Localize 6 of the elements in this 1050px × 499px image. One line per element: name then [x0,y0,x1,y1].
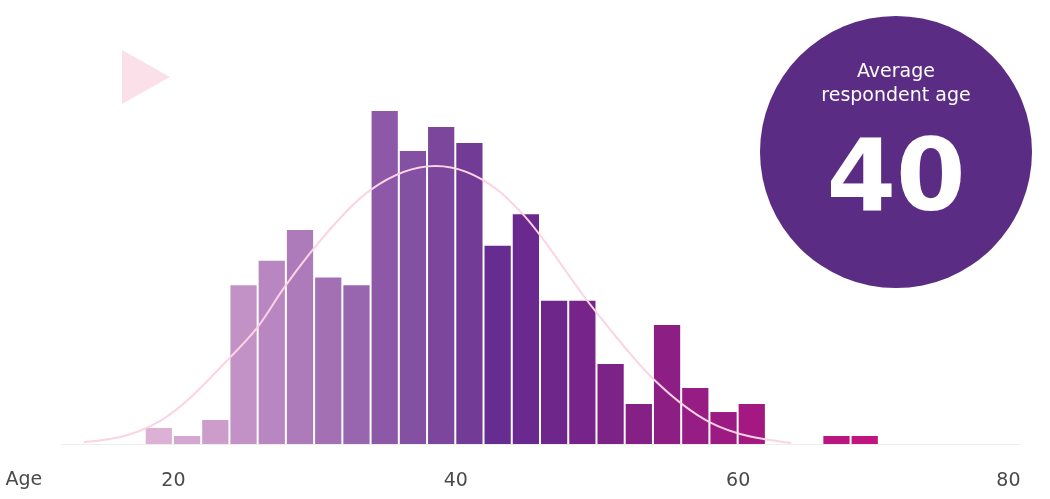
x-tick-label: 60 [726,467,751,490]
x-tick-label: 80 [996,467,1021,490]
x-tick-label: 20 [161,467,186,490]
x-tick-label: 40 [443,467,468,490]
annotation: 40 [825,116,967,236]
x-axis-title: Age [5,466,43,489]
